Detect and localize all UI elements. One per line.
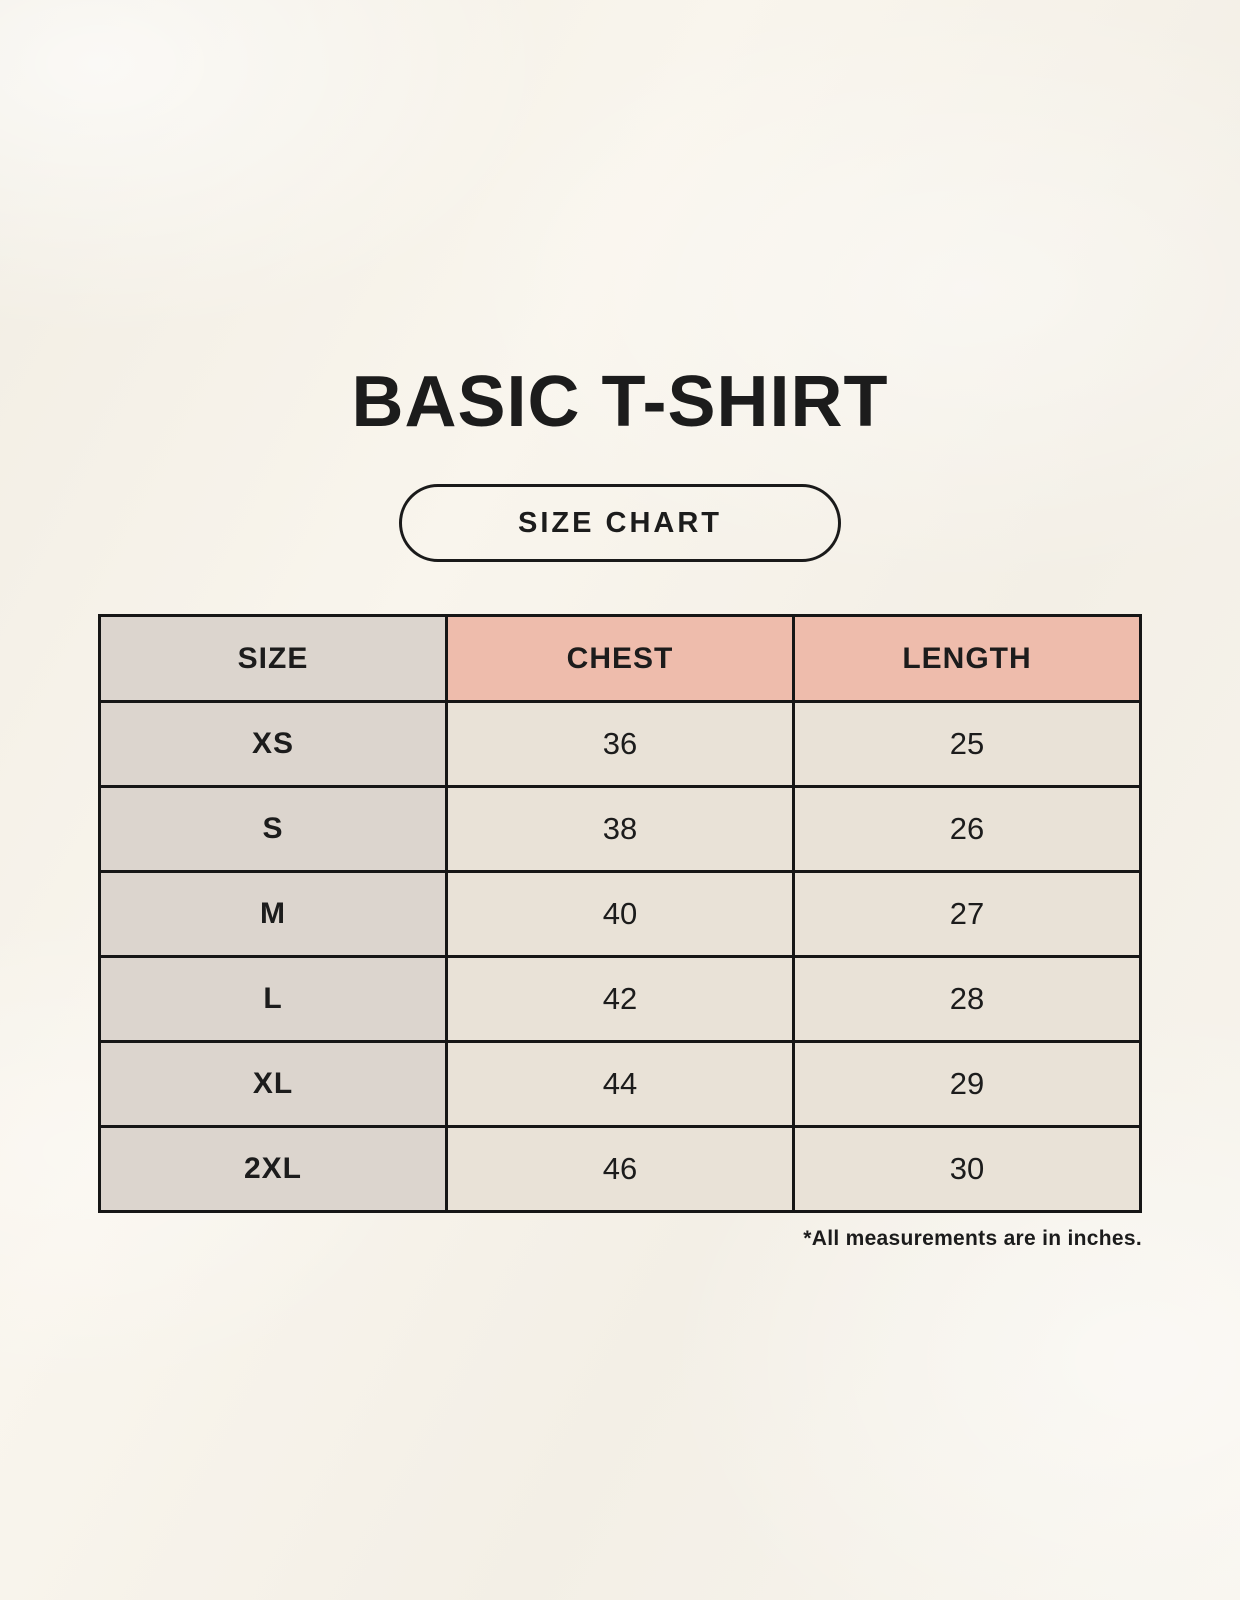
size-cell: 2XL [98, 1125, 448, 1213]
table-header-row: SIZE CHEST LENGTH [98, 614, 1142, 703]
size-cell: S [98, 785, 448, 873]
chest-cell: 38 [445, 785, 795, 873]
chest-cell: 46 [445, 1125, 795, 1213]
header-cell-length: LENGTH [792, 614, 1142, 703]
length-cell: 30 [792, 1125, 1142, 1213]
length-cell: 29 [792, 1040, 1142, 1128]
chest-cell: 40 [445, 870, 795, 958]
size-cell: XL [98, 1040, 448, 1128]
table-row: XS 36 25 [98, 700, 1142, 788]
length-cell: 28 [792, 955, 1142, 1043]
table-row: 2XL 46 30 [98, 1125, 1142, 1213]
length-cell: 26 [792, 785, 1142, 873]
size-cell: XS [98, 700, 448, 788]
measurements-footnote: *All measurements are in inches. [803, 1227, 1142, 1250]
table-row: M 40 27 [98, 870, 1142, 958]
size-cell: L [98, 955, 448, 1043]
chest-cell: 36 [445, 700, 795, 788]
size-chart-graphic: BASIC T-SHIRT SIZE CHART SIZE CHEST LENG… [98, 362, 1142, 1250]
table-row: XL 44 29 [98, 1040, 1142, 1128]
table-row: L 42 28 [98, 955, 1142, 1043]
size-cell: M [98, 870, 448, 958]
header-cell-chest: CHEST [445, 614, 795, 703]
table-row: S 38 26 [98, 785, 1142, 873]
size-chart-button-label: SIZE CHART [518, 506, 722, 539]
length-cell: 25 [792, 700, 1142, 788]
size-chart-button[interactable]: SIZE CHART [399, 484, 841, 562]
chest-cell: 42 [445, 955, 795, 1043]
size-table: SIZE CHEST LENGTH XS 36 25 S 38 26 M 40 … [98, 614, 1142, 1213]
chest-cell: 44 [445, 1040, 795, 1128]
header-cell-size: SIZE [98, 614, 448, 703]
product-title: BASIC T-SHIRT [351, 362, 889, 442]
length-cell: 27 [792, 870, 1142, 958]
